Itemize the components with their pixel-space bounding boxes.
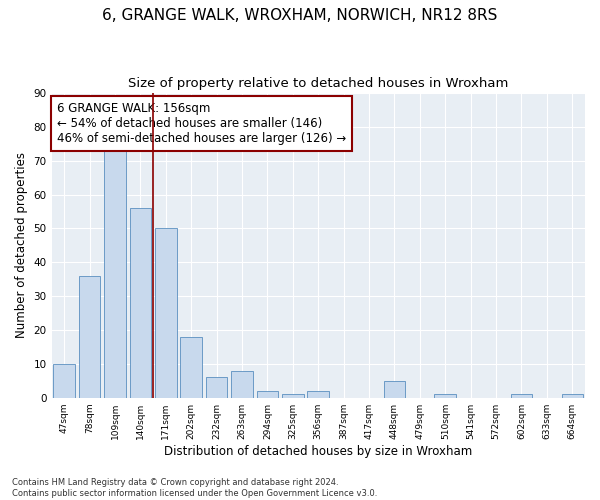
Bar xyxy=(104,144,126,398)
X-axis label: Distribution of detached houses by size in Wroxham: Distribution of detached houses by size … xyxy=(164,444,472,458)
Title: Size of property relative to detached houses in Wroxham: Size of property relative to detached ho… xyxy=(128,78,508,90)
Bar xyxy=(383,381,405,398)
Bar xyxy=(434,394,456,398)
Bar xyxy=(79,276,100,398)
Bar xyxy=(130,208,151,398)
Bar xyxy=(181,337,202,398)
Bar xyxy=(53,364,75,398)
Y-axis label: Number of detached properties: Number of detached properties xyxy=(15,152,28,338)
Bar xyxy=(155,228,176,398)
Bar xyxy=(257,391,278,398)
Bar xyxy=(307,391,329,398)
Bar xyxy=(511,394,532,398)
Bar xyxy=(282,394,304,398)
Bar xyxy=(562,394,583,398)
Text: 6 GRANGE WALK: 156sqm
← 54% of detached houses are smaller (146)
46% of semi-det: 6 GRANGE WALK: 156sqm ← 54% of detached … xyxy=(57,102,346,145)
Text: Contains HM Land Registry data © Crown copyright and database right 2024.
Contai: Contains HM Land Registry data © Crown c… xyxy=(12,478,377,498)
Text: 6, GRANGE WALK, WROXHAM, NORWICH, NR12 8RS: 6, GRANGE WALK, WROXHAM, NORWICH, NR12 8… xyxy=(103,8,497,22)
Bar xyxy=(206,378,227,398)
Bar xyxy=(231,370,253,398)
